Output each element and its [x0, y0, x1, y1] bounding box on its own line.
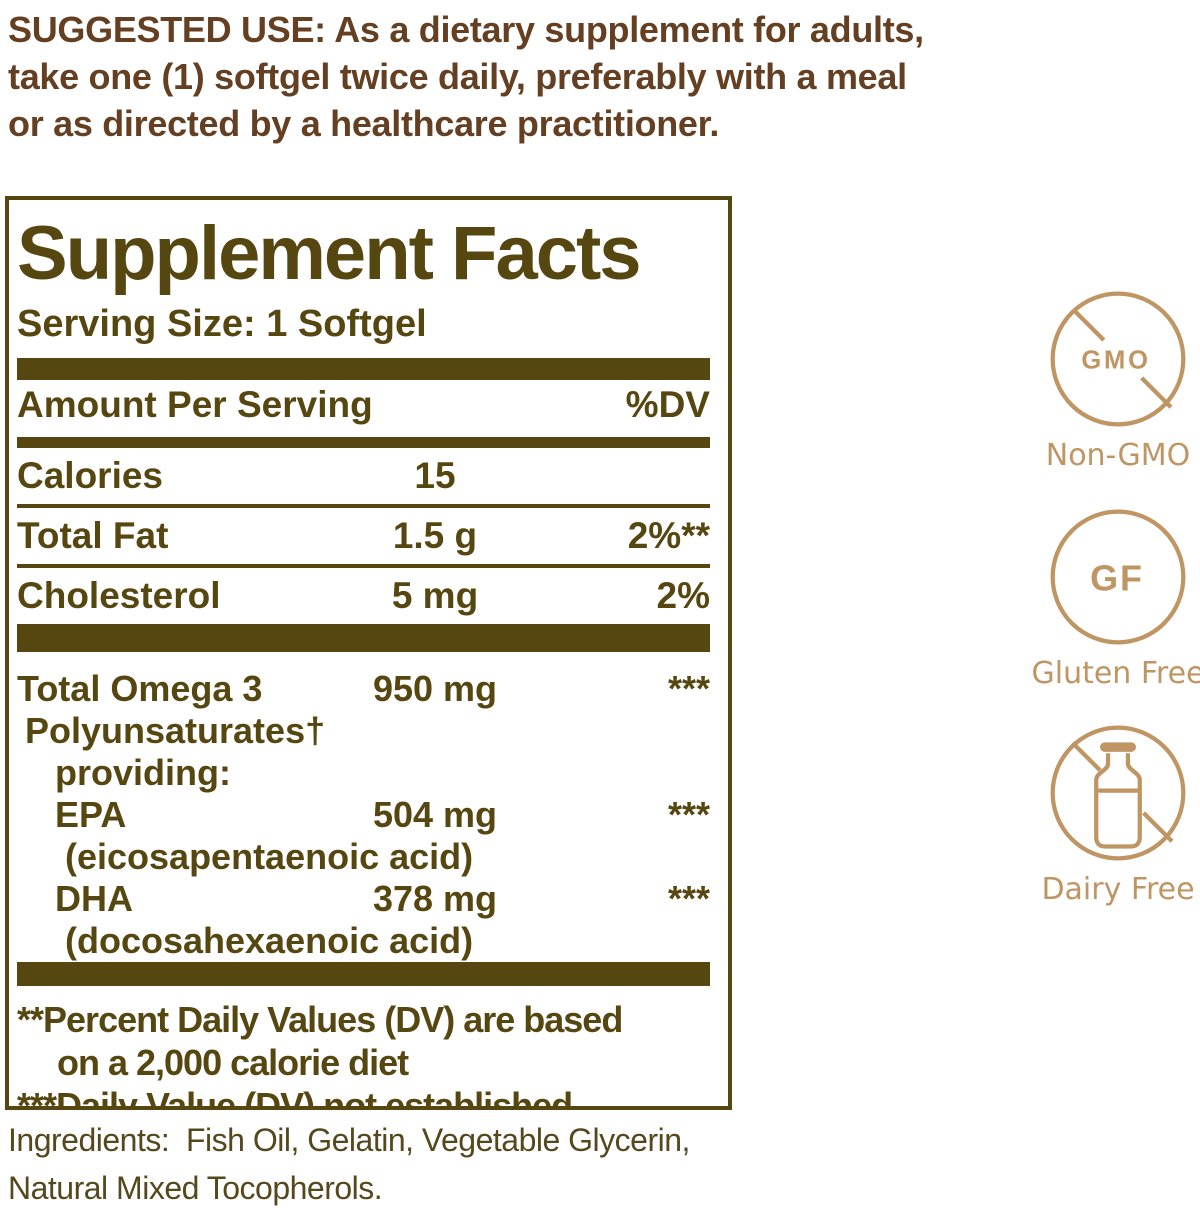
suggested-use-line-1: SUGGESTED USE: As a dietary supplement f…	[8, 9, 924, 50]
table-row-epa: EPA 504 mg ***	[17, 794, 710, 836]
nutrient-amount: 15	[414, 455, 456, 496]
suggested-use-text: SUGGESTED USE: As a dietary supplement f…	[8, 6, 998, 147]
nutrient-full-name: (eicosapentaenoic acid)	[65, 836, 474, 877]
supplement-facts-panel: Supplement Facts Serving Size: 1 Softgel…	[5, 196, 732, 1110]
suggested-use-line-2: take one (1) softgel twice daily, prefer…	[8, 56, 907, 97]
table-row-dha: DHA 378 mg ***	[17, 878, 710, 920]
footnote-dv-line-2: on a 2,000 calorie diet	[57, 1042, 409, 1083]
row-rule	[17, 504, 710, 508]
column-header-row: Amount Per Serving %DV	[17, 386, 710, 424]
amount-per-serving-header: Amount Per Serving	[17, 384, 373, 425]
nutrient-dv: ***	[667, 878, 710, 919]
ingredients-line-1: Ingredients: Fish Oil, Gelatin, Vegetabl…	[8, 1122, 690, 1158]
panel-title: Supplement Facts	[17, 211, 642, 296]
serving-size: Serving Size: 1 Softgel	[17, 303, 427, 345]
nutrient-amount: 950 mg	[372, 668, 498, 709]
dairy-free-label: Dairy Free	[1041, 872, 1195, 907]
nutrient-amount: 1.5 g	[392, 515, 478, 556]
nutrient-dv: ***	[667, 668, 710, 709]
dv-header: %DV	[625, 384, 710, 425]
omega-3-section: Total Omega 3 950 mg *** Polyunsaturates…	[17, 668, 710, 962]
nutrient-name: Total Fat	[17, 515, 169, 556]
table-row-cholesterol: Cholesterol 5 mg 2%	[17, 577, 710, 615]
dairy-free-badge: Dairy Free	[1032, 722, 1200, 907]
suggested-use-line-3: or as directed by a healthcare practitio…	[8, 103, 720, 144]
thick-divider	[17, 624, 710, 652]
gf-text: GF	[1090, 557, 1144, 598]
table-row-calories: Calories 15	[17, 457, 710, 495]
table-row-total-omega3: Total Omega 3 950 mg ***	[17, 668, 710, 710]
nutrient-name: Calories	[17, 455, 164, 496]
nutrient-dv: 2%	[656, 575, 710, 616]
non-gmo-label: Non-GMO	[1045, 438, 1191, 473]
nutrient-amount: 5 mg	[391, 575, 479, 616]
gluten-free-badge: GF Gluten Free	[1031, 506, 1200, 691]
milk-bottle-crossed-icon	[1050, 725, 1186, 861]
row-rule	[17, 564, 710, 568]
gmo-crossed-circle-icon: GMO	[1050, 291, 1186, 427]
gf-circle-icon: GF	[1050, 509, 1186, 645]
nutrient-name-continued: Polyunsaturates†	[25, 710, 326, 751]
nutrient-amount: 504 mg	[372, 794, 498, 835]
nutrient-dv: ***	[667, 794, 710, 835]
nutrient-amount: 378 mg	[372, 878, 498, 919]
gluten-free-label: Gluten Free	[1031, 656, 1200, 691]
gmo-text: GMO	[1081, 346, 1151, 374]
non-gmo-badge: GMO Non-GMO	[1032, 288, 1200, 473]
nutrient-dv: 2%**	[627, 515, 710, 556]
nutrient-full-name: (docosahexaenoic acid)	[65, 920, 474, 961]
ingredients-line-2: Natural Mixed Tocopherols.	[8, 1170, 383, 1206]
footnote-not-established: ***Daily Value (DV) not established	[17, 1085, 573, 1110]
header-rule	[17, 437, 710, 448]
thick-divider	[17, 962, 710, 986]
bottle-outline	[1094, 753, 1142, 849]
nutrient-name: EPA	[55, 794, 127, 835]
table-row-total-fat: Total Fat 1.5 g 2%**	[17, 517, 710, 555]
nutrient-name: Cholesterol	[17, 575, 221, 616]
footnote-dv-line-1: **Percent Daily Values (DV) are based	[17, 999, 623, 1040]
footnotes: **Percent Daily Values (DV) are based on…	[17, 998, 710, 1110]
nutrient-name: Total Omega 3	[17, 668, 263, 709]
nutrient-name: DHA	[55, 878, 133, 919]
ingredients-text: Ingredients: Fish Oil, Gelatin, Vegetabl…	[8, 1116, 808, 1211]
providing-label: providing:	[55, 752, 231, 793]
thick-divider	[17, 358, 710, 380]
